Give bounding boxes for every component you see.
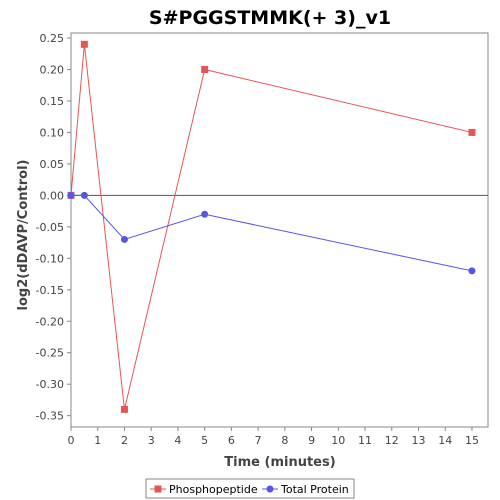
y-tick-label: 0.00	[40, 189, 65, 202]
y-tick-label: 0.05	[40, 158, 65, 171]
x-tick-label: 15	[465, 434, 479, 447]
x-axis: 0 1 2 3 4 5 6 7 8 9 10 11 12 13 14 15	[68, 427, 479, 447]
x-tick-label: 3	[148, 434, 155, 447]
chart-title: S#PGGSTMMK(+ 3)_v1	[149, 7, 391, 29]
x-tick-label: 0	[68, 434, 75, 447]
y-tick-label: -0.05	[36, 221, 64, 234]
y-tick-label: -0.10	[36, 252, 64, 265]
y-tick-label: -0.20	[36, 315, 64, 328]
phosphopeptide-point	[201, 66, 209, 74]
phosphopeptide-point	[120, 405, 128, 413]
total-protein-point	[80, 191, 88, 199]
x-tick-label: 2	[121, 434, 128, 447]
y-tick-label: 0.20	[40, 64, 65, 77]
y-tick-label: -0.25	[36, 347, 64, 360]
x-tick-label: 14	[438, 434, 452, 447]
total-protein-point	[120, 235, 128, 243]
x-tick-label: 8	[281, 434, 288, 447]
series-layer	[67, 40, 488, 413]
y-tick-label: -0.15	[36, 284, 64, 297]
x-tick-label: 6	[228, 434, 235, 447]
legend-phosphopeptide-marker	[154, 485, 162, 493]
total-protein-point	[468, 267, 476, 275]
legend-phosphopeptide-label: Phosphopeptide	[169, 483, 258, 496]
legend-total-protein-label: Total Protein	[280, 483, 349, 496]
y-tick-label: 0.10	[40, 126, 65, 139]
phosphopeptide-point	[468, 128, 476, 136]
legend: Phosphopeptide Total Protein	[145, 478, 355, 499]
y-tick-label: -0.30	[36, 378, 64, 391]
y-tick-label: 0.25	[40, 32, 65, 45]
y-tick-label: -0.35	[36, 410, 64, 423]
y-axis-label: log2(dDAVP/Control)	[16, 160, 31, 311]
total-protein-point	[201, 210, 209, 218]
legend-box	[145, 478, 355, 499]
x-tick-label: 1	[94, 434, 101, 447]
x-tick-label: 4	[174, 434, 181, 447]
x-tick-label: 11	[358, 434, 372, 447]
x-tick-label: 7	[255, 434, 262, 447]
x-tick-label: 12	[385, 434, 399, 447]
phosphopeptide-point	[80, 40, 88, 48]
y-tick-label: 0.15	[40, 95, 65, 108]
legend-total-protein-marker	[266, 485, 274, 493]
x-tick-label: 5	[201, 434, 208, 447]
total-protein-point	[67, 191, 75, 199]
x-tick-label: 10	[331, 434, 345, 447]
x-tick-label: 13	[412, 434, 426, 447]
x-axis-label: Time (minutes)	[224, 455, 335, 470]
x-tick-label: 9	[308, 434, 315, 447]
y-axis: 0.25 0.20 0.15 0.10 0.05 0.00 -0.05 -0.10 -0.15 -…	[36, 32, 71, 423]
